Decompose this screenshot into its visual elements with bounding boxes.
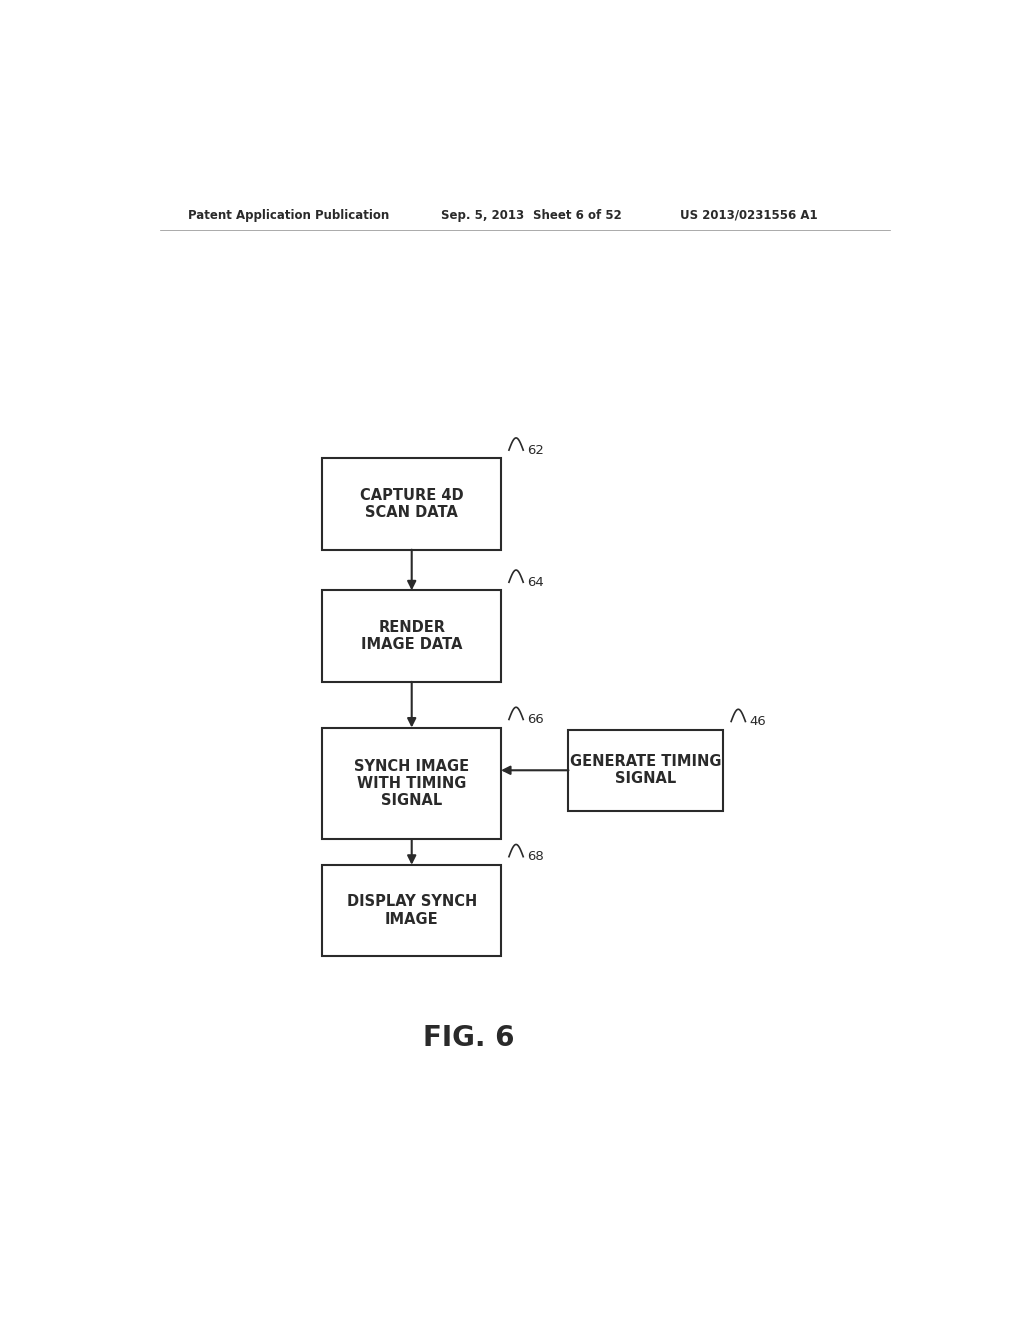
Bar — [323, 865, 501, 956]
Text: FIG. 6: FIG. 6 — [424, 1023, 515, 1052]
Text: 46: 46 — [750, 715, 766, 729]
Text: 64: 64 — [527, 576, 544, 589]
Text: Sep. 5, 2013: Sep. 5, 2013 — [441, 209, 524, 222]
Text: GENERATE TIMING
SIGNAL: GENERATE TIMING SIGNAL — [570, 754, 722, 787]
Text: 68: 68 — [527, 850, 544, 863]
Bar — [323, 590, 501, 682]
Text: US 2013/0231556 A1: US 2013/0231556 A1 — [680, 209, 817, 222]
Bar — [323, 458, 501, 549]
Text: RENDER
IMAGE DATA: RENDER IMAGE DATA — [361, 620, 463, 652]
Text: Sheet 6 of 52: Sheet 6 of 52 — [532, 209, 622, 222]
Bar — [568, 730, 723, 810]
Text: CAPTURE 4D
SCAN DATA: CAPTURE 4D SCAN DATA — [359, 488, 464, 520]
Text: 62: 62 — [527, 444, 544, 457]
Text: Patent Application Publication: Patent Application Publication — [188, 209, 389, 222]
Text: 66: 66 — [527, 713, 544, 726]
Text: SYNCH IMAGE
WITH TIMING
SIGNAL: SYNCH IMAGE WITH TIMING SIGNAL — [354, 759, 469, 808]
Text: DISPLAY SYNCH
IMAGE: DISPLAY SYNCH IMAGE — [346, 895, 477, 927]
Bar — [323, 727, 501, 840]
